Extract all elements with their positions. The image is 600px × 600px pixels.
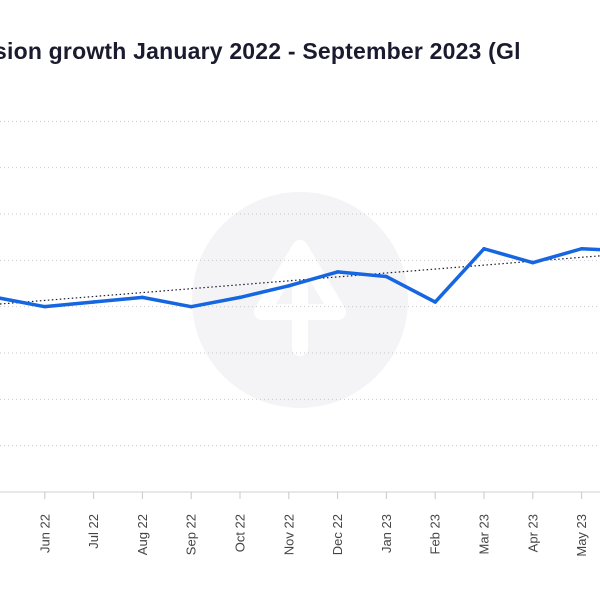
data-point-10 <box>482 247 486 251</box>
x-axis-ticks <box>44 492 583 499</box>
x-tick-label: Jan 23 <box>379 514 394 553</box>
data-point-12 <box>579 247 584 251</box>
data-point-7 <box>335 270 340 274</box>
x-tick-label: Apr 23 <box>525 514 540 552</box>
x-tick-label: Nov 22 <box>281 514 296 555</box>
x-tick-label: Oct 22 <box>233 514 248 552</box>
x-tick-label: May 23 <box>574 514 589 557</box>
data-point-2 <box>91 300 96 304</box>
x-tick-label: Sep 22 <box>184 514 199 555</box>
x-tick-label: Jun 22 <box>37 514 52 553</box>
data-point-4 <box>189 304 193 309</box>
data-point-11 <box>531 260 535 265</box>
chart-title: sion growth January 2022 - September 202… <box>0 38 521 64</box>
data-point-5 <box>238 295 242 300</box>
x-tick-label: Dec 22 <box>330 514 345 555</box>
data-point-3 <box>140 295 145 300</box>
series-points <box>43 247 584 309</box>
gridlines <box>0 120 600 447</box>
x-tick-label: Mar 23 <box>477 514 492 554</box>
x-axis-labels: Jun 22 Jul 22 Aug 22 Sep 22 Oct 22 Nov 22 Dec … <box>37 514 589 557</box>
x-tick-label: Jul 22 <box>86 514 101 549</box>
data-point-1 <box>43 304 47 309</box>
x-tick-label: Aug 22 <box>135 514 150 555</box>
data-point-8 <box>384 274 389 279</box>
data-point-9 <box>433 300 437 304</box>
series-line <box>0 247 600 309</box>
x-tick-label: Feb 23 <box>428 514 443 554</box>
watermark-logo <box>192 192 408 408</box>
data-point-6 <box>287 284 291 288</box>
